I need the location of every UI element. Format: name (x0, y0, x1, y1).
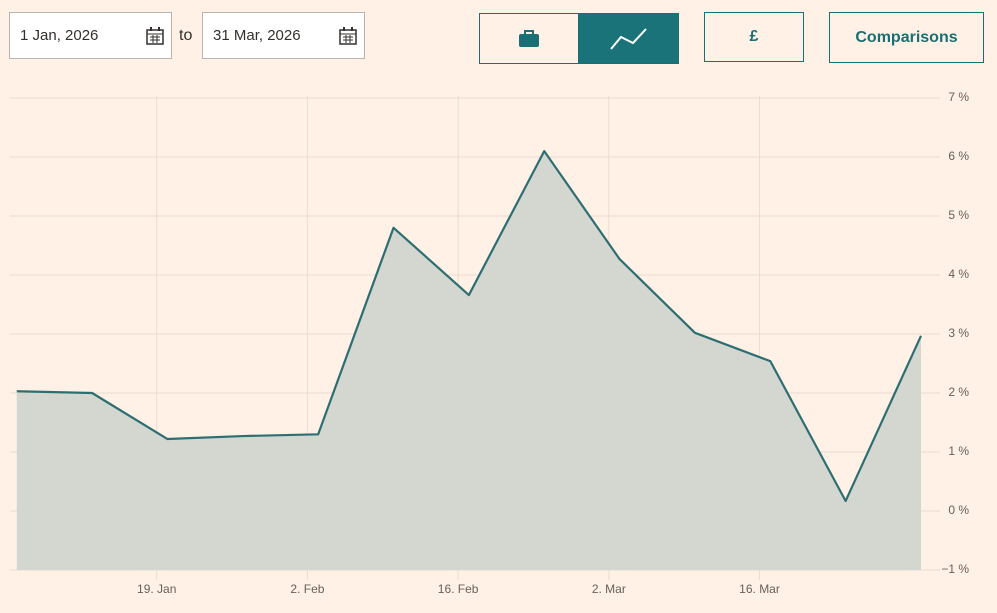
comparisons-button[interactable]: Comparisons (829, 12, 984, 63)
y-tick-label: 5 % (948, 208, 969, 222)
y-tick-label: 7 % (948, 90, 969, 104)
area (16, 151, 921, 570)
end-date-text: 31 Mar, 2026 (213, 27, 301, 44)
y-tick-label: 1 % (948, 444, 969, 458)
y-tick-label: 6 % (948, 149, 969, 163)
briefcase-icon (519, 29, 539, 47)
calendar-icon (146, 27, 164, 45)
y-tick-label: −1 % (941, 562, 969, 576)
line-icon (609, 27, 647, 50)
x-tick-label: 19. Jan (137, 582, 176, 596)
y-tick-label: 3 % (948, 326, 969, 340)
line (16, 150, 923, 503)
start-date-text: 1 Jan, 2026 (20, 27, 99, 44)
separator: to (179, 27, 193, 44)
y-tick-label: 4 % (948, 267, 969, 281)
portfolio-button[interactable] (479, 13, 579, 64)
x-tick-label: 16. Mar (739, 582, 780, 596)
y-tick-label: 0 % (948, 503, 969, 517)
x-tick-label: 2. Mar (592, 582, 626, 596)
calendar-icon (339, 27, 357, 45)
x-tick-label: 2. Feb (290, 582, 324, 596)
x-tick-label: 16. Feb (438, 582, 479, 596)
end-date[interactable]: 31 Mar, 2026 (202, 12, 365, 59)
y-tick-label: 2 % (948, 385, 969, 399)
currency-button[interactable]: £ (704, 12, 804, 62)
start-date[interactable]: 1 Jan, 2026 (9, 12, 172, 59)
chart-button[interactable] (578, 13, 679, 64)
